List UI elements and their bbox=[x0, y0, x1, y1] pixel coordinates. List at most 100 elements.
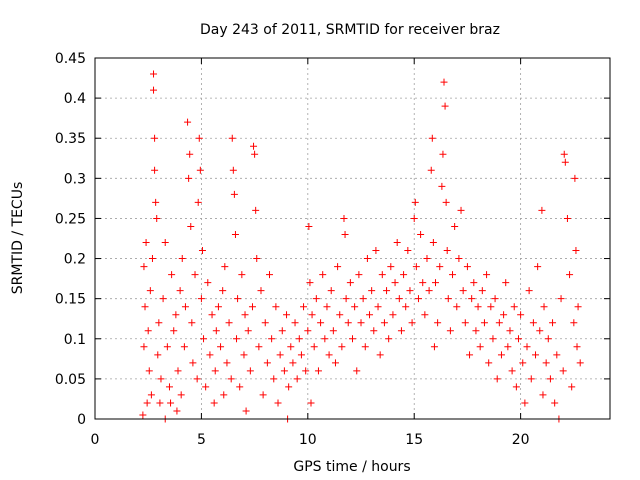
data-point bbox=[312, 295, 320, 303]
data-point bbox=[163, 343, 171, 351]
data-point bbox=[570, 319, 578, 327]
data-point bbox=[489, 335, 497, 343]
data-point bbox=[173, 407, 181, 415]
data-point bbox=[534, 263, 542, 271]
data-point bbox=[351, 303, 359, 311]
data-point bbox=[508, 367, 516, 375]
data-point bbox=[443, 247, 451, 255]
data-point bbox=[512, 383, 520, 391]
data-point bbox=[300, 303, 308, 311]
data-point bbox=[370, 327, 378, 335]
data-point bbox=[252, 206, 260, 214]
data-point bbox=[144, 327, 152, 335]
data-point bbox=[538, 206, 546, 214]
data-point bbox=[344, 319, 352, 327]
data-point bbox=[549, 319, 557, 327]
data-point bbox=[561, 158, 569, 166]
data-point bbox=[334, 263, 342, 271]
data-point bbox=[306, 279, 314, 287]
data-point bbox=[495, 319, 503, 327]
data-point bbox=[476, 343, 484, 351]
data-point bbox=[196, 166, 204, 174]
data-point bbox=[329, 327, 337, 335]
data-point bbox=[431, 279, 439, 287]
data-point bbox=[180, 343, 188, 351]
data-point bbox=[185, 174, 193, 182]
data-point bbox=[442, 198, 450, 206]
data-point bbox=[366, 311, 374, 319]
data-point bbox=[353, 367, 361, 375]
data-point bbox=[485, 359, 493, 367]
data-point bbox=[319, 271, 327, 279]
data-point bbox=[261, 319, 269, 327]
data-point bbox=[151, 166, 159, 174]
data-point bbox=[439, 150, 447, 158]
data-point bbox=[440, 78, 448, 86]
data-point bbox=[457, 206, 465, 214]
data-point bbox=[402, 303, 410, 311]
data-point bbox=[417, 230, 425, 238]
data-point bbox=[363, 255, 371, 263]
data-point bbox=[244, 327, 252, 335]
data-point bbox=[359, 295, 367, 303]
data-point bbox=[406, 287, 414, 295]
data-point bbox=[297, 351, 305, 359]
data-point bbox=[304, 327, 312, 335]
data-point bbox=[234, 295, 242, 303]
data-point bbox=[146, 287, 154, 295]
data-point bbox=[361, 343, 369, 351]
data-point bbox=[176, 287, 184, 295]
data-point bbox=[314, 367, 322, 375]
data-point bbox=[521, 399, 529, 407]
y-tick-label: 0.05 bbox=[55, 372, 86, 388]
data-point bbox=[536, 327, 544, 335]
y-tick-label: 0.4 bbox=[64, 91, 86, 107]
data-point bbox=[188, 319, 196, 327]
data-point bbox=[210, 399, 218, 407]
data-point bbox=[238, 271, 246, 279]
data-point bbox=[483, 271, 491, 279]
data-point bbox=[453, 303, 461, 311]
data-point bbox=[510, 303, 518, 311]
data-point bbox=[154, 351, 162, 359]
data-point bbox=[186, 150, 194, 158]
data-point bbox=[165, 383, 173, 391]
data-point bbox=[419, 279, 427, 287]
data-point bbox=[285, 383, 293, 391]
data-point bbox=[170, 327, 178, 335]
data-point bbox=[145, 367, 153, 375]
y-tick-label: 0.15 bbox=[55, 292, 86, 308]
data-point bbox=[444, 295, 452, 303]
data-point bbox=[430, 343, 438, 351]
data-point bbox=[525, 287, 533, 295]
data-point bbox=[150, 86, 158, 94]
data-point bbox=[241, 311, 249, 319]
data-point bbox=[393, 239, 401, 247]
data-point bbox=[572, 247, 580, 255]
data-point bbox=[336, 311, 344, 319]
data-point bbox=[506, 327, 514, 335]
y-axis-label: SRMTID / TECUs bbox=[10, 182, 26, 295]
data-point bbox=[291, 319, 299, 327]
data-point bbox=[140, 343, 148, 351]
data-point bbox=[387, 263, 395, 271]
data-point bbox=[220, 391, 228, 399]
data-point bbox=[204, 279, 212, 287]
data-point bbox=[397, 327, 405, 335]
data-point bbox=[400, 271, 408, 279]
data-point bbox=[441, 102, 449, 110]
data-point bbox=[357, 319, 365, 327]
y-tick-label: 0.35 bbox=[55, 131, 86, 147]
data-point bbox=[540, 303, 548, 311]
data-point bbox=[455, 255, 463, 263]
data-point bbox=[560, 150, 568, 158]
data-point bbox=[487, 303, 495, 311]
data-point bbox=[263, 359, 271, 367]
data-point bbox=[276, 351, 284, 359]
data-point bbox=[519, 359, 527, 367]
data-point bbox=[230, 190, 238, 198]
data-point bbox=[217, 343, 225, 351]
data-point bbox=[223, 359, 231, 367]
data-point bbox=[427, 166, 435, 174]
